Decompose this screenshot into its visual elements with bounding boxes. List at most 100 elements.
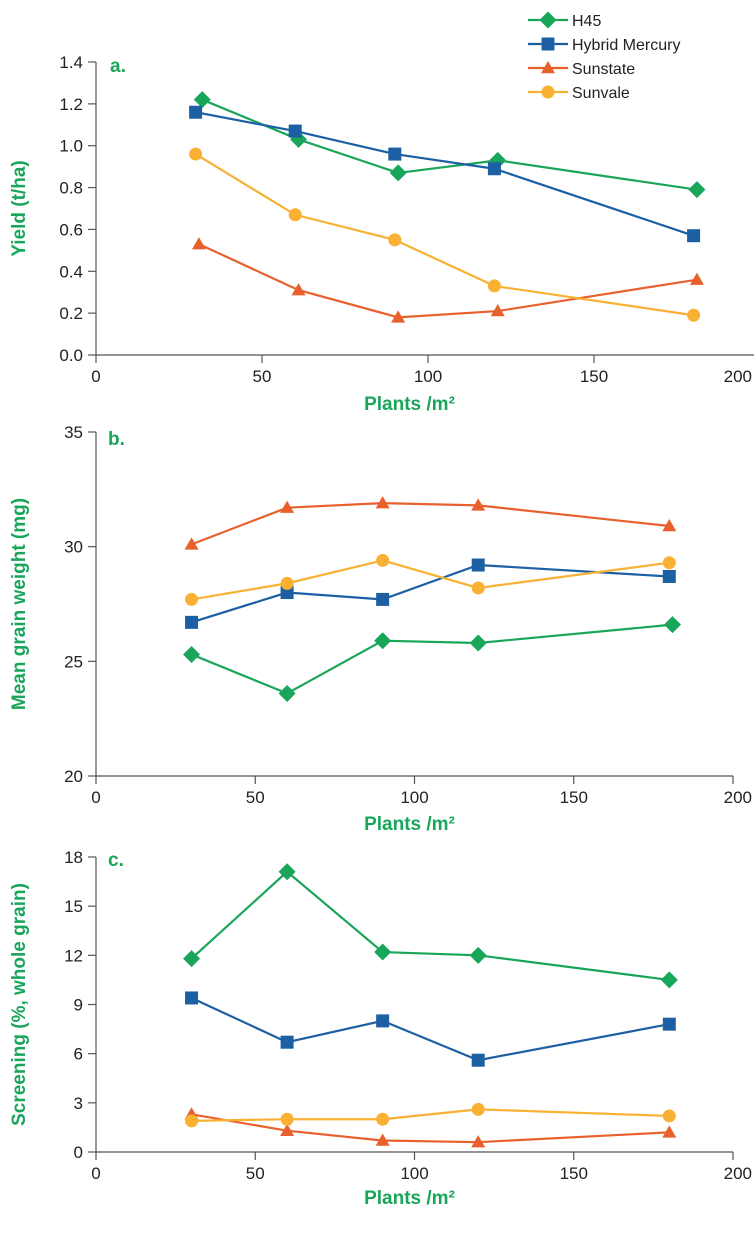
- data-point: [662, 556, 676, 570]
- data-point: [376, 553, 390, 567]
- x-tick-label: 100: [400, 1164, 428, 1183]
- y-tick-label: 0.6: [59, 220, 83, 239]
- series-line: [191, 559, 670, 601]
- series-line: [191, 501, 670, 546]
- legend-label: Sunvale: [572, 85, 630, 102]
- x-tick-label: 100: [400, 788, 428, 807]
- series-line: [191, 996, 670, 1062]
- data-point: [280, 1123, 295, 1136]
- y-tick-label: 6: [74, 1045, 83, 1064]
- y-tick-label: 3: [74, 1094, 83, 1113]
- y-axis-title: Screening (%, whole grain): [9, 883, 30, 1126]
- data-point: [388, 147, 402, 161]
- data-point: [687, 308, 701, 322]
- data-point: [662, 1125, 677, 1138]
- data-point: [280, 1112, 294, 1126]
- data-point: [291, 283, 306, 296]
- data-point: [375, 496, 390, 509]
- legend-label: H45: [572, 13, 601, 30]
- panel-label: c.: [108, 850, 124, 871]
- x-tick-label: 0: [91, 367, 100, 386]
- data-point: [376, 592, 390, 606]
- data-point: [376, 1014, 390, 1028]
- data-point: [374, 943, 392, 961]
- data-point: [189, 105, 203, 119]
- data-point: [687, 229, 701, 243]
- x-tick-label: 150: [580, 367, 608, 386]
- data-point: [280, 1035, 294, 1049]
- y-tick-label: 1.0: [59, 137, 83, 156]
- series-line: [191, 1113, 670, 1144]
- x-tick-label: 200: [724, 788, 752, 807]
- y-tick-label: 0.0: [59, 346, 83, 365]
- y-tick-label: 1.4: [59, 53, 83, 72]
- data-point: [490, 304, 505, 317]
- y-tick-label: 25: [64, 652, 83, 671]
- data-point: [471, 558, 485, 572]
- data-point: [183, 950, 201, 968]
- x-tick-label: 150: [560, 788, 588, 807]
- panel-label: b.: [108, 429, 125, 450]
- data-point: [376, 1112, 390, 1126]
- data-point: [184, 537, 199, 550]
- series-line: [191, 1108, 670, 1122]
- series-sunvale: [185, 553, 676, 606]
- data-point: [662, 1017, 676, 1031]
- legend: H45 Hybrid Mercury Sunstate Sunvale: [528, 11, 680, 102]
- y-tick-label: 0.4: [59, 262, 83, 281]
- y-axis-title: Yield (t/ha): [9, 160, 30, 256]
- data-point: [189, 147, 203, 161]
- y-tick-label: 12: [64, 946, 83, 965]
- series-hybrid-mercury: [185, 991, 676, 1067]
- data-point: [280, 500, 295, 513]
- series-hybrid-mercury: [185, 558, 676, 629]
- series-line: [198, 243, 698, 319]
- y-tick-label: 20: [64, 767, 83, 786]
- series-hybrid-mercury: [189, 105, 701, 243]
- data-point: [185, 1114, 199, 1128]
- data-point: [471, 1135, 486, 1148]
- y-tick-label: 0.2: [59, 304, 83, 323]
- series-sunvale: [185, 1102, 676, 1128]
- series-sunstate: [184, 496, 677, 550]
- data-point: [191, 237, 206, 250]
- series-sunstate: [191, 237, 704, 323]
- series-line: [190, 870, 670, 982]
- y-tick-label: 0: [74, 1143, 83, 1162]
- x-tick-label: 50: [253, 367, 272, 386]
- data-point: [185, 991, 199, 1005]
- series-h45: [183, 616, 681, 702]
- y-tick-label: 18: [64, 848, 83, 867]
- series-h45: [193, 91, 706, 199]
- data-point: [280, 576, 294, 590]
- data-point: [662, 1109, 676, 1123]
- x-tick-label: 150: [560, 1164, 588, 1183]
- series-line: [191, 623, 673, 695]
- x-axis-title: Plants /m²: [364, 1188, 455, 1209]
- data-point: [374, 632, 392, 650]
- data-point: [185, 592, 199, 606]
- legend-marker: [541, 61, 555, 74]
- chart-panel-3: 0 3 6 9 12 15 18 0 50 100 150 200 Plants /m² Screenin…: [9, 848, 752, 1209]
- data-point: [471, 581, 485, 595]
- y-tick-label: 0.8: [59, 179, 83, 198]
- x-tick-label: 0: [91, 788, 100, 807]
- y-tick-label: 9: [74, 996, 83, 1015]
- data-point: [662, 569, 676, 583]
- data-point: [662, 519, 677, 532]
- data-point: [278, 863, 296, 881]
- panel-label: a.: [110, 56, 126, 77]
- data-point: [688, 181, 706, 199]
- y-tick-label: 35: [64, 423, 83, 442]
- data-point: [487, 162, 501, 176]
- data-point: [469, 946, 487, 964]
- x-axis-title: Plants /m²: [364, 814, 455, 835]
- data-point: [663, 616, 681, 634]
- y-tick-label: 15: [64, 897, 83, 916]
- data-point: [660, 971, 678, 989]
- chart-panel-2: 20 25 30 35 0 50 100 150 200 Plants /m² Mean grain…: [9, 423, 752, 835]
- x-tick-label: 50: [246, 788, 265, 807]
- data-point: [471, 498, 486, 511]
